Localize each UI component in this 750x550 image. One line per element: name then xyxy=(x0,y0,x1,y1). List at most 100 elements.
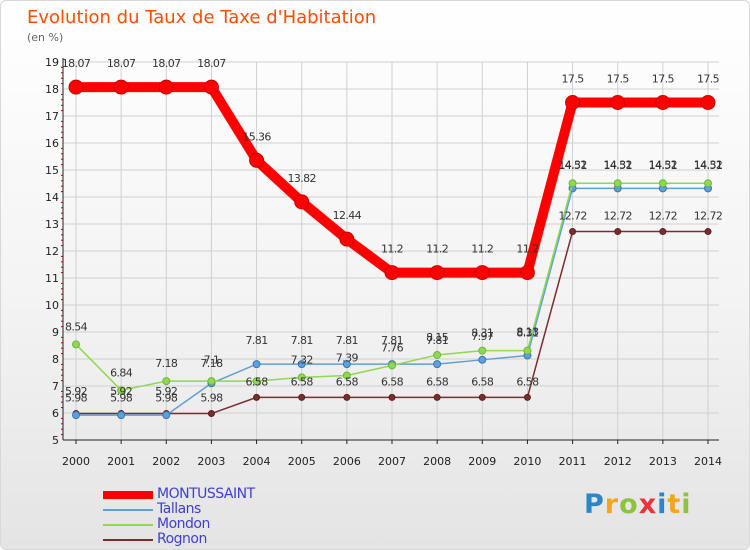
data-label-tallans: 7.81 xyxy=(426,334,448,347)
data-label-mondon: 7.18 xyxy=(200,357,223,370)
data-point-montussaint xyxy=(384,265,400,281)
legend-swatch-tallans xyxy=(103,509,153,511)
legend-label-mondon: Mondon xyxy=(157,516,210,532)
data-point-rognon xyxy=(614,228,622,236)
data-label-montussaint: 11.2 xyxy=(381,243,403,256)
data-point-tallans xyxy=(252,360,261,369)
x-tick-label: 2004 xyxy=(243,455,271,468)
x-tick-label: 2009 xyxy=(468,455,496,468)
data-label-rognon: 12.72 xyxy=(558,210,587,223)
data-point-tallans xyxy=(117,411,126,420)
data-point-rognon xyxy=(253,393,261,401)
data-point-rognon xyxy=(523,393,531,401)
data-point-rognon xyxy=(704,228,712,236)
y-tick-label: 16 xyxy=(45,137,59,150)
data-point-montussaint xyxy=(610,95,626,110)
data-label-tallans: 14.32 xyxy=(558,158,587,171)
y-tick-label: 6 xyxy=(52,407,59,420)
data-label-tallans: 7.81 xyxy=(291,334,313,347)
data-label-mondon: 14.51 xyxy=(558,159,587,172)
data-label-tallans: 7.1 xyxy=(204,353,220,366)
data-label-mondon: 8.54 xyxy=(65,320,88,333)
data-label-tallans: 7.81 xyxy=(336,334,358,347)
data-label-rognon: 6.58 xyxy=(291,375,314,388)
data-point-montussaint xyxy=(249,152,265,168)
x-tick-label: 2011 xyxy=(559,455,587,468)
data-label-montussaint: 17.5 xyxy=(562,73,585,86)
data-point-montussaint xyxy=(158,79,174,95)
data-label-mondon: 14.51 xyxy=(649,159,678,172)
x-tick-label: 2012 xyxy=(604,455,632,468)
data-label-mondon: 8.31 xyxy=(471,327,493,340)
x-tick-label: 2002 xyxy=(152,455,180,468)
data-point-montussaint xyxy=(565,95,581,110)
data-label-montussaint: 17.5 xyxy=(607,73,630,86)
data-point-mondon xyxy=(72,340,80,349)
data-label-tallans: 7.81 xyxy=(381,334,403,347)
legend-item-mondon[interactable]: Mondon xyxy=(103,517,255,532)
data-point-mondon xyxy=(388,361,396,370)
data-label-rognon: 5.98 xyxy=(155,392,178,405)
data-point-tallans xyxy=(433,360,442,369)
grid-layer xyxy=(63,61,719,440)
y-tick-label: 10 xyxy=(45,299,59,312)
data-point-rognon xyxy=(478,393,486,401)
data-point-tallans xyxy=(478,355,487,364)
legend-item-montussaint[interactable]: MONTUSSAINT xyxy=(103,487,255,502)
y-tick-label: 19 xyxy=(45,56,59,69)
data-point-tallans xyxy=(297,360,306,369)
data-point-montussaint xyxy=(655,95,671,110)
x-tick-label: 2001 xyxy=(107,455,135,468)
y-tick-label: 15 xyxy=(45,164,59,177)
data-label-montussaint: 18.07 xyxy=(197,57,226,70)
data-label-rognon: 12.72 xyxy=(649,210,678,223)
legend-item-tallans[interactable]: Tallans xyxy=(103,502,255,517)
x-tick-label: 2007 xyxy=(378,455,406,468)
y-tick-label: 8 xyxy=(52,353,59,366)
data-label-tallans: 14.32 xyxy=(603,158,632,171)
data-point-mondon xyxy=(297,373,306,382)
data-label-tallans: 7.81 xyxy=(246,334,268,347)
data-point-montussaint xyxy=(429,265,445,281)
y-tick-label: 7 xyxy=(52,380,59,393)
legend-swatch-montussaint xyxy=(103,491,153,499)
data-point-mondon xyxy=(342,371,351,380)
data-point-montussaint xyxy=(113,79,129,95)
y-tick-label: 12 xyxy=(45,245,59,258)
data-point-tallans xyxy=(342,360,351,369)
data-point-rognon xyxy=(388,393,396,401)
legend-label-tallans: Tallans xyxy=(157,501,201,517)
data-label-rognon: 5.98 xyxy=(110,392,133,405)
chart-title: Evolution du Taux de Taxe d'Habitation xyxy=(27,7,377,28)
proxiti-logo: Proxiti xyxy=(584,489,692,520)
data-label-tallans: 14.32 xyxy=(694,158,723,171)
data-label-mondon: 14.51 xyxy=(694,159,723,172)
data-point-mondon xyxy=(252,377,261,386)
data-point-mondon xyxy=(478,346,487,355)
data-label-montussaint: 17.5 xyxy=(697,73,720,86)
data-label-rognon: 5.98 xyxy=(65,392,88,405)
data-point-rognon xyxy=(569,228,577,236)
data-label-tallans: 7.97 xyxy=(471,330,494,343)
data-point-mondon xyxy=(162,377,171,386)
data-point-rognon xyxy=(659,228,667,236)
data-point-montussaint xyxy=(294,194,310,210)
x-tick-label: 2010 xyxy=(513,455,541,468)
legend-swatch-mondon xyxy=(103,524,153,526)
data-point-montussaint xyxy=(700,95,716,110)
data-point-mondon xyxy=(613,179,622,188)
data-point-tallans xyxy=(72,411,80,420)
data-label-montussaint: 18.07 xyxy=(62,57,91,70)
data-label-tallans: 14.32 xyxy=(649,158,678,171)
data-label-montussaint: 17.5 xyxy=(652,73,675,86)
data-label-rognon: 12.72 xyxy=(694,210,723,223)
legend-item-rognon[interactable]: Rognon xyxy=(103,532,255,547)
data-label-tallans: 8.13 xyxy=(516,325,539,338)
data-label-mondon: 14.51 xyxy=(603,159,632,172)
data-label-montussaint: 13.82 xyxy=(287,172,316,185)
data-label-mondon: 7.76 xyxy=(381,341,404,354)
data-label-montussaint: 18.07 xyxy=(152,57,181,70)
data-point-mondon xyxy=(117,386,126,395)
y-tick-label: 14 xyxy=(45,191,59,204)
